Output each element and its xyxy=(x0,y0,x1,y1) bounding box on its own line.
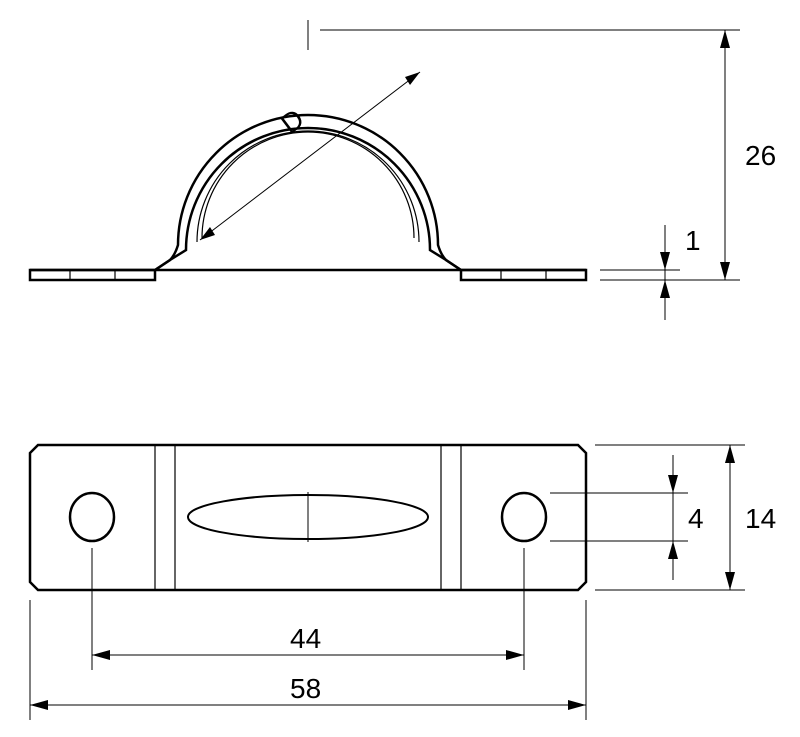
thickness-dimension-1: 1 xyxy=(600,225,701,320)
dimension-44: 44 xyxy=(92,548,524,670)
technical-drawing: D 26 1 xyxy=(0,0,800,737)
dim-height-26: 26 xyxy=(745,140,776,171)
dim-44: 44 xyxy=(290,623,321,654)
dim-width-14: 14 xyxy=(745,503,776,534)
dim-hole-4: 4 xyxy=(688,503,704,534)
front-view: D xyxy=(30,20,586,280)
top-view xyxy=(30,445,586,590)
width-dimension-14: 14 xyxy=(595,445,776,590)
dim-thickness-1: 1 xyxy=(685,225,701,256)
dimension-58: 58 xyxy=(30,600,586,720)
dim-58: 58 xyxy=(290,673,321,704)
height-dimension-26: 26 xyxy=(320,30,776,280)
hole-dimension-4: 4 xyxy=(550,455,704,580)
